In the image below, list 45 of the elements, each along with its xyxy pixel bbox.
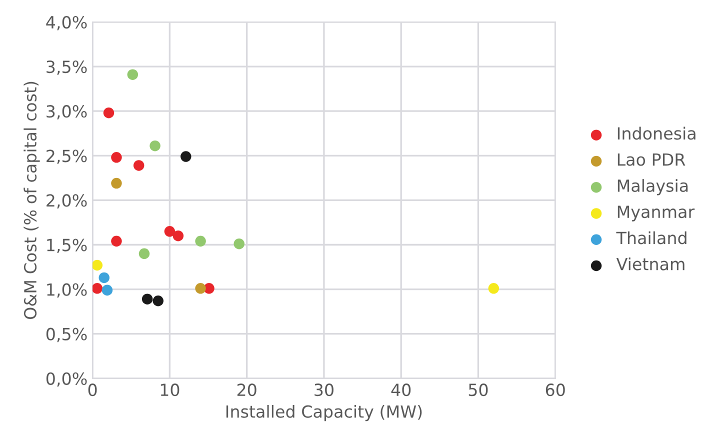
point <box>488 283 500 294</box>
point <box>195 236 206 247</box>
x-tick-label: 60 <box>546 384 565 396</box>
point <box>180 151 192 162</box>
y-axis-title: O&M Cost (% of capital cost) <box>24 82 40 320</box>
x-tick-label: 0 <box>88 384 97 396</box>
legend-label: Vietnam <box>616 257 684 270</box>
legend-label: Thailand <box>616 231 686 244</box>
point <box>138 248 150 260</box>
point <box>111 152 122 163</box>
y-tick-label: 3,0% <box>46 105 87 120</box>
point <box>98 272 110 284</box>
point <box>195 283 206 294</box>
point <box>142 294 153 304</box>
point <box>111 178 122 189</box>
legend-label: Indonesia <box>618 126 696 140</box>
point <box>234 238 244 250</box>
legend-label: Lao PDR <box>618 153 686 166</box>
legend-label: Malaysia <box>618 179 688 196</box>
point <box>164 226 176 237</box>
y-tick-label: 3,5% <box>46 60 87 75</box>
point <box>172 230 184 242</box>
point <box>127 69 138 80</box>
x-tick-label: 10 <box>160 384 180 396</box>
x-tick-label: 20 <box>237 384 256 396</box>
y-tick-label: 1,5% <box>47 238 87 254</box>
x-tick-label: 50 <box>468 384 488 396</box>
x-axis-title: Installed Capacity (MW) <box>226 404 422 422</box>
point <box>152 296 164 306</box>
point <box>92 260 103 271</box>
point <box>133 160 144 171</box>
point <box>150 140 160 152</box>
y-tick-label: 4,0% <box>46 16 87 30</box>
legend-label: Myanmar <box>618 206 695 222</box>
y-tick-label: 0,0% <box>46 372 87 387</box>
y-tick-label: 1,0% <box>47 283 87 298</box>
y-tick-label: 2,5% <box>46 150 87 164</box>
point <box>111 236 122 247</box>
point <box>102 284 113 296</box>
point <box>92 283 103 294</box>
y-tick-label: 2,0% <box>46 194 87 208</box>
point <box>103 108 114 118</box>
y-tick-label: 0,5% <box>46 328 87 342</box>
x-tick-label: 40 <box>391 384 411 396</box>
x-tick-label: 30 <box>314 384 334 396</box>
